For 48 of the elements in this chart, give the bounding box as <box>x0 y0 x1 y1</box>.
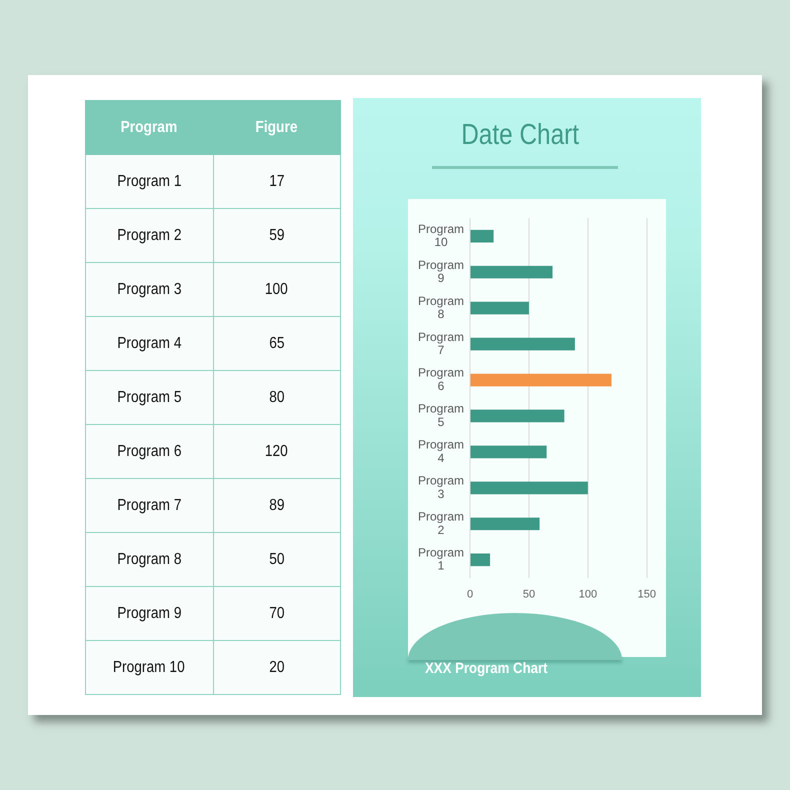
text: XXX Program Chart <box>425 659 548 679</box>
y-tick-label: Program 7 <box>418 330 464 357</box>
bar <box>470 482 588 494</box>
bar <box>470 302 529 314</box>
data-label: 100 <box>265 280 288 298</box>
data-label: 20 <box>269 658 284 676</box>
y-tick-label: Program 6 <box>418 366 464 393</box>
bar <box>470 230 494 242</box>
category-label: Program 4 <box>117 334 182 352</box>
data-label: 89 <box>269 496 284 514</box>
data-label: 59 <box>269 226 284 244</box>
bar <box>470 338 575 350</box>
bar <box>470 518 540 530</box>
x-tick-label: 50 <box>522 588 536 600</box>
data-label: 65 <box>269 334 284 352</box>
category-label: Program 2 <box>117 226 182 244</box>
category-label: Program 3 <box>117 280 182 298</box>
category-label: Program 7 <box>117 496 182 514</box>
data-label: 80 <box>269 388 284 406</box>
bar <box>470 554 490 566</box>
category-label: Program 1 <box>117 172 182 190</box>
y-tick-label: Program 1 <box>418 546 464 573</box>
x-tick-label: 150 <box>638 588 656 600</box>
data-label: 17 <box>269 172 284 190</box>
y-tick-label: Program 5 <box>418 402 464 429</box>
category-label: Program 9 <box>117 604 182 622</box>
data-label: 70 <box>269 604 284 622</box>
y-tick-label: Program 9 <box>418 258 464 286</box>
data-label: 120 <box>265 442 288 460</box>
category-label: Program 5 <box>117 388 182 406</box>
text: Figure <box>256 118 298 136</box>
bar <box>470 374 612 386</box>
y-tick-label: Program 3 <box>418 474 464 501</box>
data-label: 50 <box>269 550 284 568</box>
y-tick-label: Program 8 <box>418 294 464 322</box>
bar <box>470 410 564 422</box>
category-label: Program 8 <box>117 550 182 568</box>
bar <box>470 266 553 278</box>
chart-title: Date Chart <box>461 118 579 153</box>
y-tick-label: Program 2 <box>418 510 464 537</box>
x-tick-label: 0 <box>466 588 474 600</box>
category-label: Program 6 <box>117 442 182 460</box>
x-tick-label: 100 <box>578 588 598 600</box>
bar <box>470 446 547 458</box>
y-tick-label: Program 4 <box>418 438 464 465</box>
y-tick-label: Program 10 <box>418 222 464 250</box>
category-label: Program 10 <box>113 658 186 676</box>
text: Program <box>120 118 178 136</box>
